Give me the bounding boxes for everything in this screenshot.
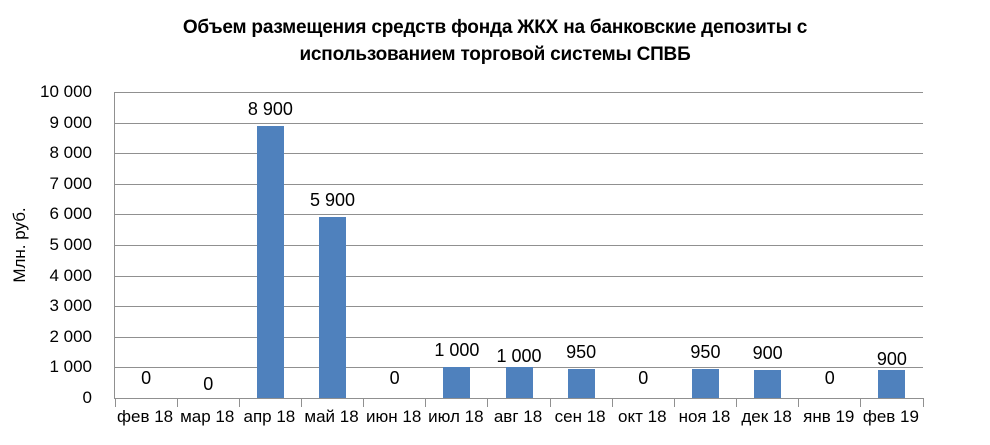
y-axis-tick-label: 4 000 [49,265,92,285]
y-axis-tick-label: 3 000 [49,296,92,316]
y-axis-tick-label: 7 000 [49,173,92,193]
bar [754,370,782,398]
y-axis-tick-label: 2 000 [49,326,92,346]
x-axis-tick-mark [363,398,365,407]
bar [319,217,347,398]
bar-value-label: 0 [389,368,400,388]
gridline [115,153,923,155]
bar [691,368,719,398]
x-axis-tick-mark [425,398,427,407]
x-axis-label: апр 18 [243,407,296,426]
y-axis-tick-label: 6 000 [49,204,92,224]
x-axis-tick-mark [114,398,116,407]
x-axis-tick-mark [238,398,240,407]
x-axis-label: июн 18 [366,407,422,426]
x-axis-label: фев 19 [862,407,919,426]
plot-area: 0 0 8 900 5 900 0 1 000 1 000 950 0 950 900 0 900 [114,92,924,407]
bar-value-label: 1 000 [434,340,480,361]
bar-value-label: 5 900 [310,190,356,211]
x-axis-tick-mark [798,398,800,407]
x-axis-tick-mark [300,398,302,407]
x-axis-tick-mark [922,398,924,407]
x-axis-label: сен 18 [554,407,606,426]
bar-value-label: 1 000 [496,346,542,367]
y-axis-tick-label: 1 000 [49,357,92,377]
bar-value-label: 8 900 [247,98,293,119]
gridline [115,122,923,124]
bar-value-label: 0 [141,368,152,388]
bar [443,367,471,398]
x-axis-tick-mark [487,398,489,407]
y-axis-tick-label: 8 000 [49,143,92,163]
gridline [115,336,923,338]
x-axis-tick-mark [611,398,613,407]
chart-title-line-2: использованием торговой системы СПВБ [299,44,691,65]
x-axis-tick-mark [673,398,675,407]
bar-value-label: 900 [752,343,783,364]
gridline [115,275,923,277]
chart-title: Объем размещения средств фонда ЖКХ на ба… [0,14,990,68]
gridline [115,92,923,93]
bar-value-label: 0 [824,368,835,388]
chart-title-line-1: Объем размещения средств фонда ЖКХ на ба… [182,17,808,38]
x-axis-label: янв 19 [803,407,855,426]
bar-value-label: 950 [690,341,721,362]
bar-value-label: 900 [876,349,907,370]
y-axis-tick-label: 0 [82,388,92,407]
x-axis-label: дек 18 [741,407,792,426]
x-axis-labels: фев 18 мар 18 апр 18 май 18 июн 18 июл 18 авг … [114,406,922,428]
gridline [115,214,923,216]
bar [878,370,906,398]
x-axis-tick-mark [860,398,862,407]
x-axis-label: ноя 18 [678,407,731,426]
x-axis-tick-mark [176,398,178,407]
bar [256,125,284,398]
x-axis-label: окт 18 [618,407,667,426]
gridline [115,306,923,308]
y-axis-tick-label: 5 000 [49,235,92,254]
y-axis-tick-label: 10 000 [40,82,92,101]
x-axis-label: май 18 [304,407,359,426]
bar [567,368,595,398]
x-axis-label: июл 18 [428,407,484,426]
x-axis-tick-mark [736,398,738,407]
gridline [115,245,923,246]
x-axis-label: мар 18 [180,407,235,426]
x-axis-label: фев 18 [117,407,174,426]
bar-value-label: 0 [638,368,649,388]
gridline [115,183,923,185]
bar [505,367,533,398]
y-axis-tick-label: 9 000 [49,112,92,132]
bar-value-label: 950 [566,341,597,362]
bar-value-label: 0 [203,374,214,394]
x-axis-tick-mark [549,398,551,407]
y-axis-title: Млн. руб. [10,207,29,283]
x-axis-label: авг 18 [493,407,543,426]
